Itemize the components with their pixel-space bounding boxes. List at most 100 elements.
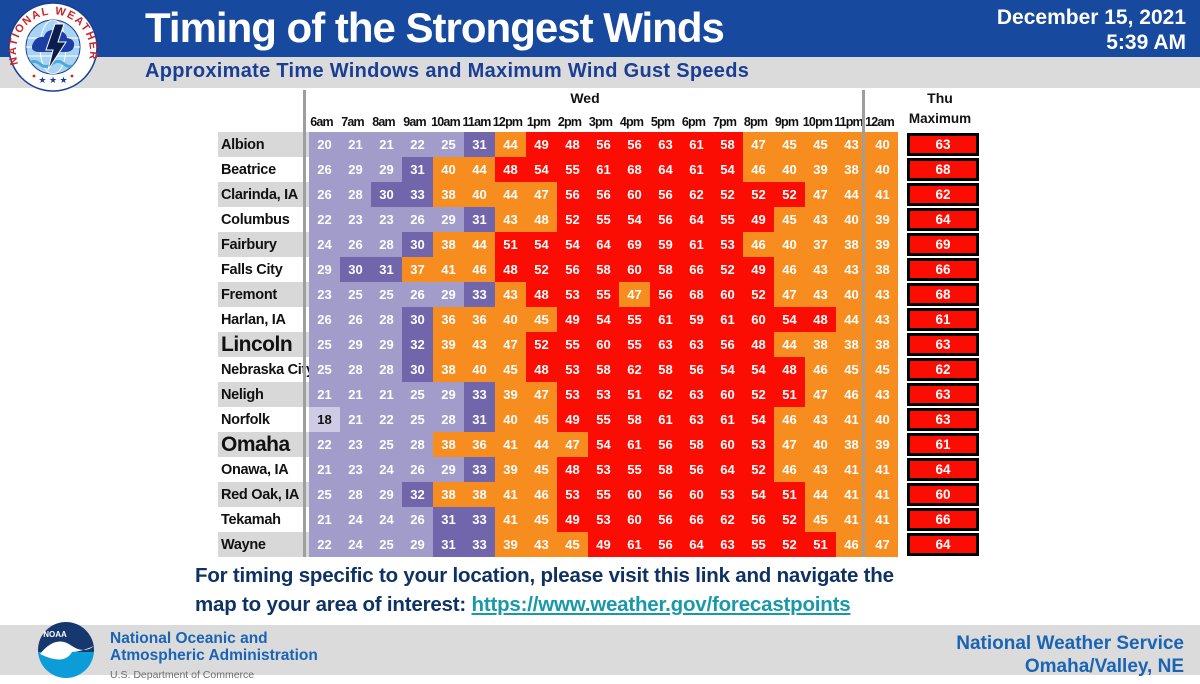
max-cell: 63 bbox=[904, 332, 982, 357]
max-value-box: 61 bbox=[907, 308, 979, 331]
wind-cell: 63 bbox=[681, 382, 712, 407]
wind-cell: 31 bbox=[402, 157, 433, 182]
wind-cell: 56 bbox=[650, 207, 681, 232]
table-row: Norfolk 18 21 22 25 28 31 40 45 49 55 58 61 63 61 54 46 4… bbox=[218, 407, 983, 432]
wind-cell: 24 bbox=[340, 532, 371, 557]
wind-cell: 44 bbox=[805, 482, 836, 507]
wind-cell: 40 bbox=[836, 282, 867, 307]
wind-cell: 53 bbox=[743, 432, 774, 457]
wind-cell: 45 bbox=[867, 357, 898, 382]
wind-cell: 26 bbox=[309, 157, 340, 182]
wind-cell: 52 bbox=[743, 382, 774, 407]
wind-cell: 26 bbox=[340, 232, 371, 257]
wind-cell: 25 bbox=[309, 332, 340, 357]
wind-cell: 40 bbox=[774, 157, 805, 182]
wind-cell: 41 bbox=[495, 482, 526, 507]
table-row: Albion 20 21 21 22 25 31 44 49 48 56 56 63 61 58 47 45 45… bbox=[218, 132, 983, 157]
wind-cell: 61 bbox=[588, 157, 619, 182]
wind-cells: 24 26 28 30 38 44 51 54 54 64 69 59 61 53 46 40 37 38 39 bbox=[309, 232, 898, 257]
wind-cell: 63 bbox=[650, 132, 681, 157]
wind-cell: 28 bbox=[371, 357, 402, 382]
max-cell: 66 bbox=[904, 257, 982, 282]
table-row: Onawa, IA 21 23 24 26 29 33 39 45 48 53 55 58 56 64 52 4… bbox=[218, 457, 983, 482]
wind-cell: 38 bbox=[836, 432, 867, 457]
wind-cell: 47 bbox=[495, 332, 526, 357]
table-row: Lincoln 25 29 29 32 39 43 47 52 55 60 55 63 63 56 48 44 3… bbox=[218, 332, 983, 357]
wind-cell: 48 bbox=[557, 132, 588, 157]
wind-cell: 60 bbox=[712, 382, 743, 407]
wind-cell: 26 bbox=[402, 507, 433, 532]
time-header: 1pm bbox=[526, 115, 551, 129]
wind-cell: 53 bbox=[557, 357, 588, 382]
wind-cell: 36 bbox=[464, 432, 495, 457]
table-row: Harlan, IA 26 26 28 30 36 36 40 45 49 54 55 61 59 61 60… bbox=[218, 307, 983, 332]
wind-cells: 21 23 24 26 29 33 39 45 48 53 55 58 56 64 52 46 43 41 41 bbox=[309, 457, 898, 482]
wind-cell: 56 bbox=[650, 282, 681, 307]
wind-cell: 54 bbox=[743, 482, 774, 507]
wind-cell: 55 bbox=[588, 482, 619, 507]
date-text: December 15, 2021 bbox=[996, 6, 1186, 29]
wind-cell: 52 bbox=[526, 257, 557, 282]
forecast-link[interactable]: https://www.weather.gov/forecastpoints bbox=[471, 593, 851, 616]
wind-cell: 44 bbox=[495, 132, 526, 157]
svg-text:★ ★ ★: ★ ★ ★ bbox=[38, 75, 67, 85]
wind-cell: 29 bbox=[433, 207, 464, 232]
wind-cell: 26 bbox=[402, 457, 433, 482]
wind-cell: 45 bbox=[526, 407, 557, 432]
wind-cell: 64 bbox=[588, 232, 619, 257]
wind-cell: 21 bbox=[371, 132, 402, 157]
time-header: 10am bbox=[431, 115, 461, 129]
time-header: 9pm bbox=[774, 115, 799, 129]
max-cell: 61 bbox=[904, 307, 982, 332]
wind-cell: 56 bbox=[681, 357, 712, 382]
wind-cell: 29 bbox=[340, 157, 371, 182]
wind-cell: 61 bbox=[681, 232, 712, 257]
wind-cell: 63 bbox=[650, 332, 681, 357]
max-cell: 68 bbox=[904, 282, 982, 307]
wind-cell: 41 bbox=[836, 407, 867, 432]
wind-cell: 41 bbox=[867, 482, 898, 507]
wind-cell: 44 bbox=[526, 432, 557, 457]
subtitle-band bbox=[0, 57, 1200, 88]
wind-cell: 52 bbox=[774, 532, 805, 557]
wind-timing-table: Wed Thu 6am 7am 8am 9am 10am 11am 12pm 1pm 2pm 3p… bbox=[218, 90, 983, 557]
wind-cell: 53 bbox=[588, 457, 619, 482]
wind-cell: 25 bbox=[433, 132, 464, 157]
wind-cell: 61 bbox=[681, 157, 712, 182]
wind-cell: 54 bbox=[774, 307, 805, 332]
wind-cell: 52 bbox=[712, 182, 743, 207]
wind-cell: 40 bbox=[805, 432, 836, 457]
wind-cell: 51 bbox=[619, 382, 650, 407]
max-cell: 63 bbox=[904, 407, 982, 432]
wind-cell: 55 bbox=[743, 532, 774, 557]
wind-cell: 54 bbox=[712, 157, 743, 182]
wind-cell: 25 bbox=[309, 357, 340, 382]
wind-cell: 45 bbox=[805, 507, 836, 532]
wind-cell: 64 bbox=[650, 157, 681, 182]
wind-cell: 54 bbox=[619, 207, 650, 232]
wind-cell: 41 bbox=[867, 457, 898, 482]
wind-cell: 53 bbox=[712, 232, 743, 257]
city-label: Wayne bbox=[218, 532, 309, 557]
wind-cell: 39 bbox=[867, 432, 898, 457]
wind-cell: 29 bbox=[433, 282, 464, 307]
wind-cell: 51 bbox=[805, 532, 836, 557]
wind-cell: 53 bbox=[557, 482, 588, 507]
wind-cell: 48 bbox=[557, 457, 588, 482]
wind-cell: 26 bbox=[402, 207, 433, 232]
wind-cell: 43 bbox=[867, 282, 898, 307]
wind-cell: 41 bbox=[836, 482, 867, 507]
table-row: Neligh 21 21 21 25 29 33 39 47 53 53 51 62 63 60 52 51 47… bbox=[218, 382, 983, 407]
wind-cell: 56 bbox=[743, 507, 774, 532]
wind-cell: 54 bbox=[557, 232, 588, 257]
wind-cell: 49 bbox=[588, 532, 619, 557]
wind-cell: 45 bbox=[557, 532, 588, 557]
wind-cell: 31 bbox=[433, 532, 464, 557]
wind-cell: 64 bbox=[681, 532, 712, 557]
wind-cell: 44 bbox=[495, 182, 526, 207]
wind-cell: 28 bbox=[433, 407, 464, 432]
wind-cell: 28 bbox=[340, 182, 371, 207]
time-header: 12pm bbox=[492, 115, 523, 129]
wind-cell: 40 bbox=[836, 207, 867, 232]
wind-cell: 45 bbox=[526, 307, 557, 332]
